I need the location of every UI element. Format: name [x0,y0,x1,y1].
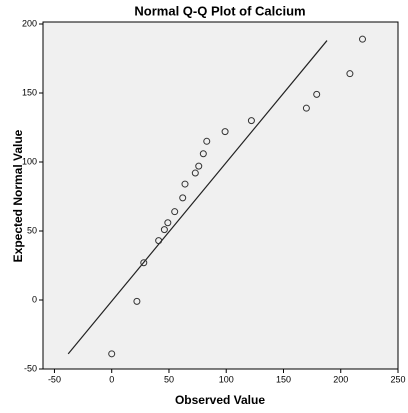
reference-line [67,40,328,355]
y-tick-label: -50 [24,363,37,373]
x-tick-label: 150 [276,374,291,384]
point [179,194,187,202]
x-axis-label: Observed Value [175,393,265,407]
point [155,237,163,245]
x-tick-label: 0 [109,374,114,384]
point [346,70,354,78]
point [302,104,310,112]
y-tick-label: 50 [27,225,37,235]
x-tick-label: 250 [390,374,405,384]
y-tick-label: 150 [22,87,37,97]
point [108,350,116,358]
point [191,169,199,177]
x-tick-label: -50 [48,374,61,384]
point [203,137,211,145]
point [195,162,203,170]
x-tick-label: 50 [164,374,174,384]
y-tick-label: 0 [32,294,37,304]
plot-area [42,21,399,370]
point [313,90,321,98]
point [140,259,148,267]
point [247,117,255,125]
point [164,219,172,227]
point [160,226,168,234]
point [359,35,366,43]
y-axis-label: Expected Normal Value [11,129,25,262]
point [221,128,229,136]
point [171,208,179,216]
y-tick-label: 100 [22,156,37,166]
chart-title: Normal Q-Q Plot of Calcium [134,3,305,18]
x-tick-label: 200 [333,374,348,384]
point [199,150,207,158]
point [181,180,189,188]
x-tick-label: 100 [219,374,234,384]
point [133,297,141,305]
y-tick-label: 200 [22,18,37,28]
